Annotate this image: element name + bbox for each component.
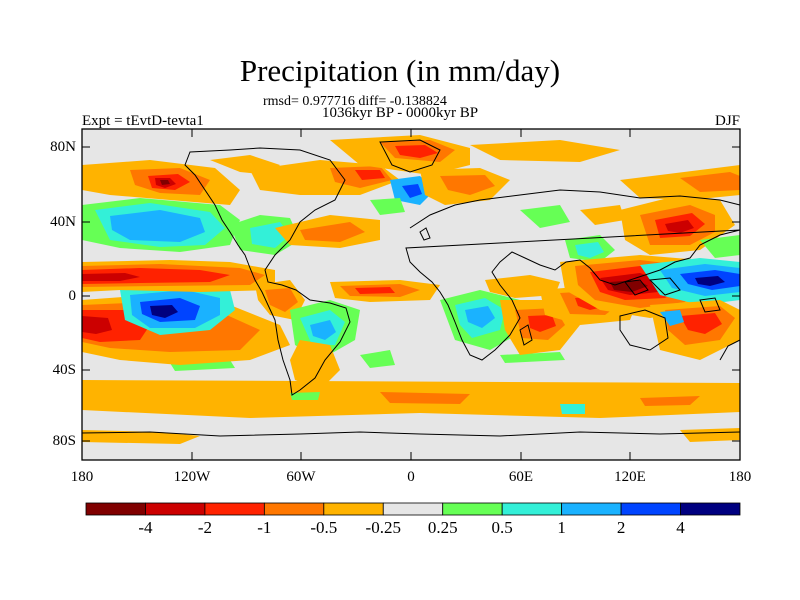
anomaly-field [82, 129, 740, 460]
southern-ocean-orange-patch [380, 392, 470, 404]
colorbar-swatch [204, 502, 265, 516]
time-period: 1036kyr BP - 0000kyr BP [322, 105, 479, 121]
colorbar-label: -0.5 [310, 518, 338, 537]
colorbar-swatch [382, 502, 444, 516]
colorbar-label: -1 [257, 518, 272, 537]
y-tick-40n: 40N [50, 214, 76, 230]
colorbar-label: 2 [616, 518, 626, 537]
coastlines [81, 139, 741, 437]
x-tick-0: 0 [407, 469, 415, 485]
y-tick-0: 0 [68, 288, 77, 304]
colorbar-swatch [620, 502, 681, 516]
axis-ticks [81, 129, 741, 460]
colorbar-swatch [323, 502, 384, 516]
y-tick-80s: 80S [52, 433, 76, 449]
colorbar-label: -0.25 [365, 518, 401, 537]
experiment-label: Expt = tEvtD-tevta1 [82, 113, 204, 129]
x-tick-60w: 60W [286, 469, 316, 485]
colorbar-swatch [442, 502, 503, 516]
x-tick-120w: 120W [173, 469, 211, 485]
colorbar-swatch [501, 502, 563, 516]
colorbar-label: 4 [676, 518, 685, 537]
y-tick-80n: 80N [50, 139, 76, 155]
colorbar-swatch [85, 502, 146, 516]
colorbar-swatch [561, 502, 622, 516]
x-tick-60e: 60E [508, 469, 534, 485]
y-tick-40s: 40S [52, 362, 76, 378]
colorbar-swatch [145, 502, 206, 516]
colorbar [85, 502, 741, 516]
season-label: DJF [714, 113, 740, 129]
x-tick-180e: 180 [728, 469, 752, 485]
colorbar-swatch [680, 502, 741, 516]
colorbar-label: 0.5 [491, 518, 513, 537]
colorbar-label: -2 [197, 518, 212, 537]
x-tick-180w: 180 [70, 469, 94, 485]
colorbar-label: 1 [557, 518, 566, 537]
colorbar-label: 0.25 [427, 518, 458, 537]
x-tick-120e: 120E [614, 469, 646, 485]
plot-title: Precipitation (in mm/day) [239, 53, 561, 88]
colorbar-swatch [263, 502, 325, 516]
rmsd-diff-stats: rmsd= 0.977716 diff= -0.138824 [263, 94, 447, 109]
colorbar-label: -4 [138, 518, 153, 537]
